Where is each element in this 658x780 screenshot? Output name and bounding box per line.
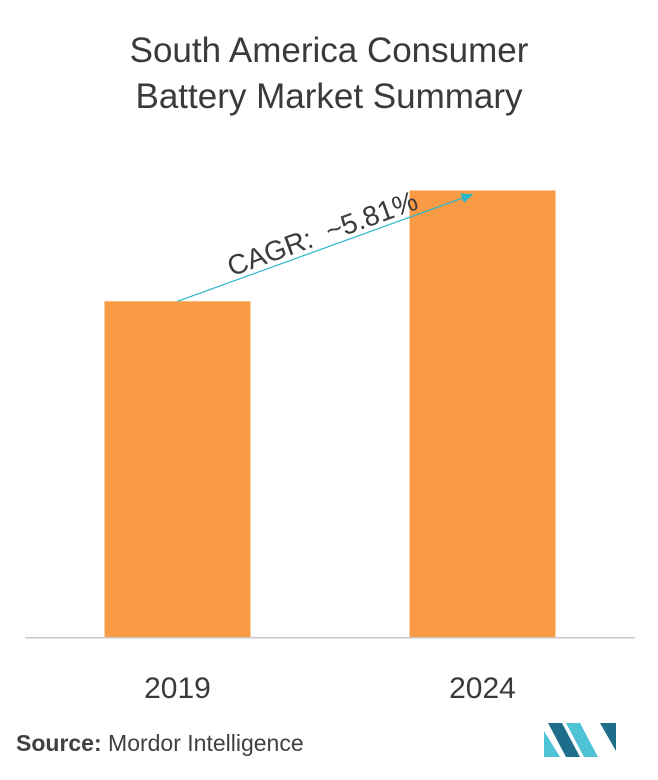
- bar-2019: [104, 301, 251, 637]
- x-tick-labels: 2019 2024: [144, 672, 516, 700]
- bar-chart: 2019 2024 CAGR: ~5.81%: [25, 185, 635, 700]
- chart-title-line-2: Battery Market Summary: [135, 77, 523, 116]
- bar-2024: [409, 190, 556, 637]
- source-text: Mordor Intelligence: [108, 730, 304, 756]
- chart-title: South America Consumer Battery Market Su…: [0, 28, 658, 120]
- cagr-arrow: [177, 193, 474, 302]
- source-note: Source: Mordor Intelligence: [16, 730, 304, 757]
- x-tick-label-2019: 2019: [144, 672, 211, 700]
- cagr-annotation: CAGR: ~5.81%: [223, 185, 422, 282]
- x-tick-label-2024: 2024: [449, 672, 516, 700]
- source-label: Source:: [16, 730, 102, 756]
- mordor-intelligence-logo-icon: [544, 723, 616, 757]
- bars-group: [104, 190, 556, 637]
- chart-title-line-1: South America Consumer: [129, 31, 529, 70]
